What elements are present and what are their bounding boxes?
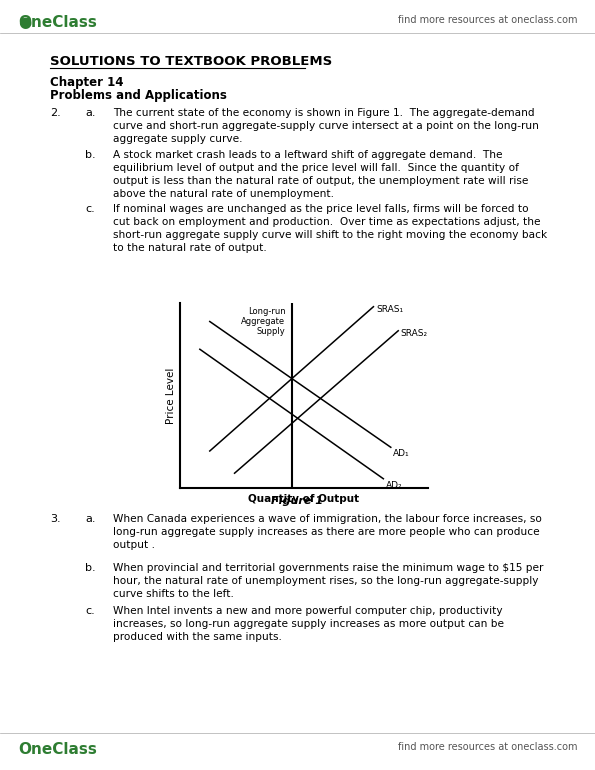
Text: OneClass: OneClass	[18, 15, 97, 30]
Text: find more resources at oneclass.com: find more resources at oneclass.com	[397, 15, 577, 25]
Text: c.: c.	[85, 606, 95, 616]
Text: AD₂: AD₂	[386, 480, 402, 490]
Text: 3.: 3.	[50, 514, 61, 524]
Y-axis label: Price Level: Price Level	[166, 367, 176, 424]
Text: Problems and Applications: Problems and Applications	[50, 89, 227, 102]
Text: 2.: 2.	[50, 108, 61, 118]
Text: When Intel invents a new and more powerful computer chip, productivity
increases: When Intel invents a new and more powerf…	[113, 606, 504, 642]
Text: SRAS₂: SRAS₂	[400, 329, 428, 338]
Text: When provincial and territorial governments raise the minimum wage to $15 per
ho: When provincial and territorial governme…	[113, 563, 543, 599]
Text: A stock market crash leads to a leftward shift of aggregate demand.  The
equilib: A stock market crash leads to a leftward…	[113, 150, 528, 199]
Text: When Canada experiences a wave of immigration, the labour force increases, so
lo: When Canada experiences a wave of immigr…	[113, 514, 542, 550]
Text: OneClass: OneClass	[18, 742, 97, 757]
Text: a.: a.	[85, 108, 96, 118]
Text: The current state of the economy is shown in Figure 1.  The aggregate-demand
cur: The current state of the economy is show…	[113, 108, 539, 144]
Text: b.: b.	[85, 150, 96, 160]
Text: AD₁: AD₁	[393, 449, 410, 458]
Text: If nominal wages are unchanged as the price level falls, firms will be forced to: If nominal wages are unchanged as the pr…	[113, 204, 547, 253]
Text: c.: c.	[85, 204, 95, 214]
Text: Chapter 14: Chapter 14	[50, 76, 124, 89]
X-axis label: Quantity of Output: Quantity of Output	[249, 494, 359, 504]
Text: SOLUTIONS TO TEXTBOOK PROBLEMS: SOLUTIONS TO TEXTBOOK PROBLEMS	[50, 55, 332, 68]
Text: Long-run
Aggregate
Supply: Long-run Aggregate Supply	[242, 306, 286, 336]
Text: b.: b.	[85, 563, 96, 573]
Text: a.: a.	[85, 514, 96, 524]
Text: Figure 1: Figure 1	[271, 496, 323, 506]
Text: ●: ●	[18, 15, 32, 30]
Text: SRAS₁: SRAS₁	[376, 305, 403, 314]
Text: find more resources at oneclass.com: find more resources at oneclass.com	[397, 742, 577, 752]
